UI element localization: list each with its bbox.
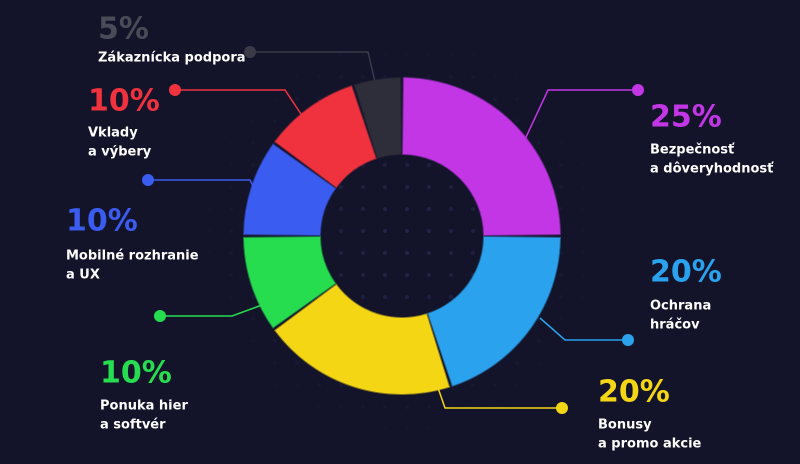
value-label: 20% <box>650 255 722 290</box>
category-label: a výbery <box>88 145 152 160</box>
leader-dot <box>622 334 634 346</box>
value-label: 10% <box>88 84 160 119</box>
donut-segment <box>273 85 377 189</box>
leader-line <box>519 89 638 151</box>
value-label: 10% <box>100 356 172 391</box>
category-label: a dôveryhodnosť <box>650 162 774 177</box>
donut-segment <box>427 235 562 387</box>
donut-segment <box>273 283 451 395</box>
category-label: Ochrana <box>650 299 711 314</box>
plot: 25% Bezpečnosť a dôveryhodnosť 20% Ochrana hr… <box>66 12 774 452</box>
category-label: Ponuka hier <box>100 399 188 414</box>
donut-segment <box>242 235 337 329</box>
leader-dot <box>632 84 644 96</box>
category-label: Zákaznícka podpora <box>98 51 246 66</box>
value-label: 25% <box>650 100 722 135</box>
leader-dot <box>154 310 166 322</box>
value-label: 20% <box>598 375 670 410</box>
category-label: Bonusy <box>598 418 652 433</box>
leader-line <box>175 89 304 118</box>
category-label: Vklady <box>88 126 138 141</box>
category-label: a softvér <box>100 418 166 433</box>
category-label: hráčov <box>650 318 700 333</box>
leader-dot <box>556 402 568 414</box>
leader-line <box>539 317 628 341</box>
leader-line <box>160 304 263 317</box>
category-label: a UX <box>66 268 100 283</box>
value-label: 10% <box>66 204 138 239</box>
category-label: Mobilné rozhranie <box>66 249 199 264</box>
leader-line <box>250 51 376 83</box>
donut-segment <box>353 76 403 159</box>
donut-segment <box>401 76 562 237</box>
leader-line <box>436 384 562 409</box>
value-label: 5% <box>98 12 149 47</box>
leader-dot <box>142 174 154 186</box>
category-label: Bezpečnosť <box>650 143 735 158</box>
leader-dot <box>244 46 256 58</box>
category-label: a promo akcie <box>598 437 702 452</box>
donut-segment <box>242 143 337 237</box>
leader-dot <box>169 84 181 96</box>
